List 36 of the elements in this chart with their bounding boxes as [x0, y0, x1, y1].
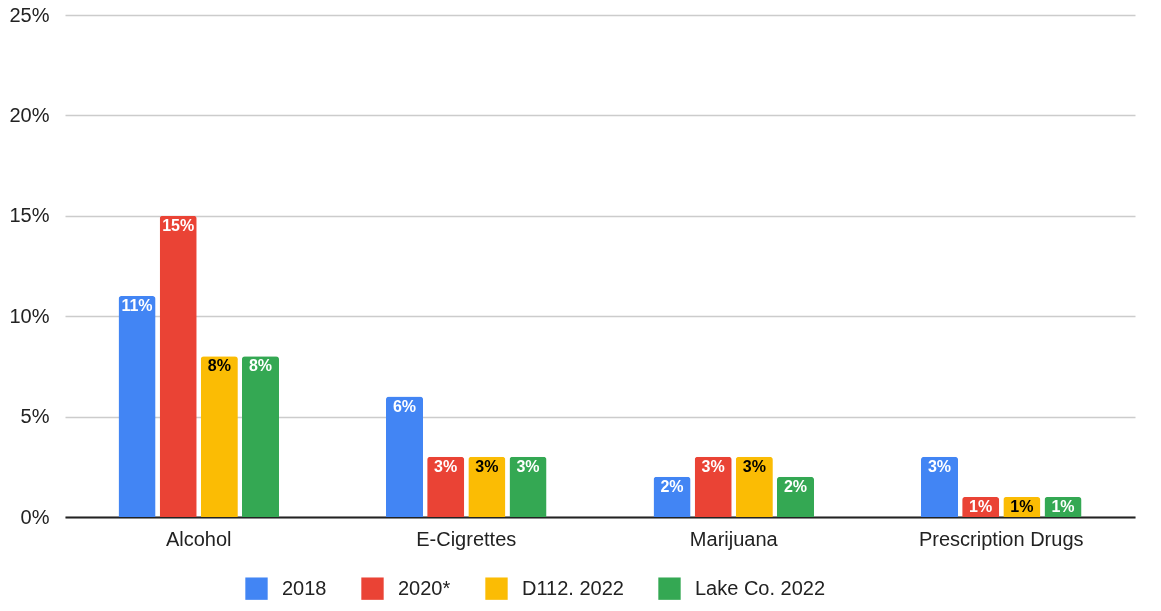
data-label: 11% — [121, 297, 153, 315]
data-label: 3% — [434, 457, 458, 475]
data-label: 3% — [475, 457, 499, 475]
data-label: 3% — [927, 457, 952, 475]
bar — [200, 356, 238, 517]
data-label: 3% — [742, 457, 766, 475]
x-tick-label: E-Cigrettes — [416, 527, 517, 550]
data-label: 3% — [701, 457, 725, 475]
legend-label: D112. 2022 — [522, 576, 624, 599]
data-label: 2% — [660, 477, 684, 495]
x-tick-label: Marijuana — [689, 527, 779, 550]
y-tick-label: 10% — [9, 304, 50, 327]
bar — [118, 296, 156, 517]
data-label: 2% — [783, 477, 808, 495]
y-tick-label: 20% — [9, 103, 50, 126]
data-label: 1% — [969, 497, 993, 515]
data-label: 8% — [248, 357, 273, 375]
legend-label: 2020* — [398, 576, 451, 599]
y-tick-label: 5% — [20, 405, 50, 428]
bar — [921, 456, 959, 517]
y-tick-label: 25% — [9, 3, 50, 26]
y-tick-label: 0% — [20, 505, 50, 528]
x-tick-label: Alcohol — [165, 527, 232, 550]
legend-label: 2018 — [282, 576, 327, 599]
legend-label: Lake Co. 2022 — [695, 576, 826, 599]
bar — [159, 215, 197, 517]
bar — [241, 356, 279, 517]
x-tick-label: Prescription Drugs — [918, 527, 1084, 550]
y-tick-label: 15% — [9, 204, 50, 227]
data-label: 1% — [1010, 497, 1034, 515]
data-label: 3% — [516, 457, 540, 475]
bar — [386, 396, 424, 517]
data-label: 8% — [207, 357, 231, 375]
data-label: 6% — [392, 397, 417, 415]
data-label: 1% — [1051, 497, 1075, 515]
data-label: 15% — [162, 216, 195, 234]
